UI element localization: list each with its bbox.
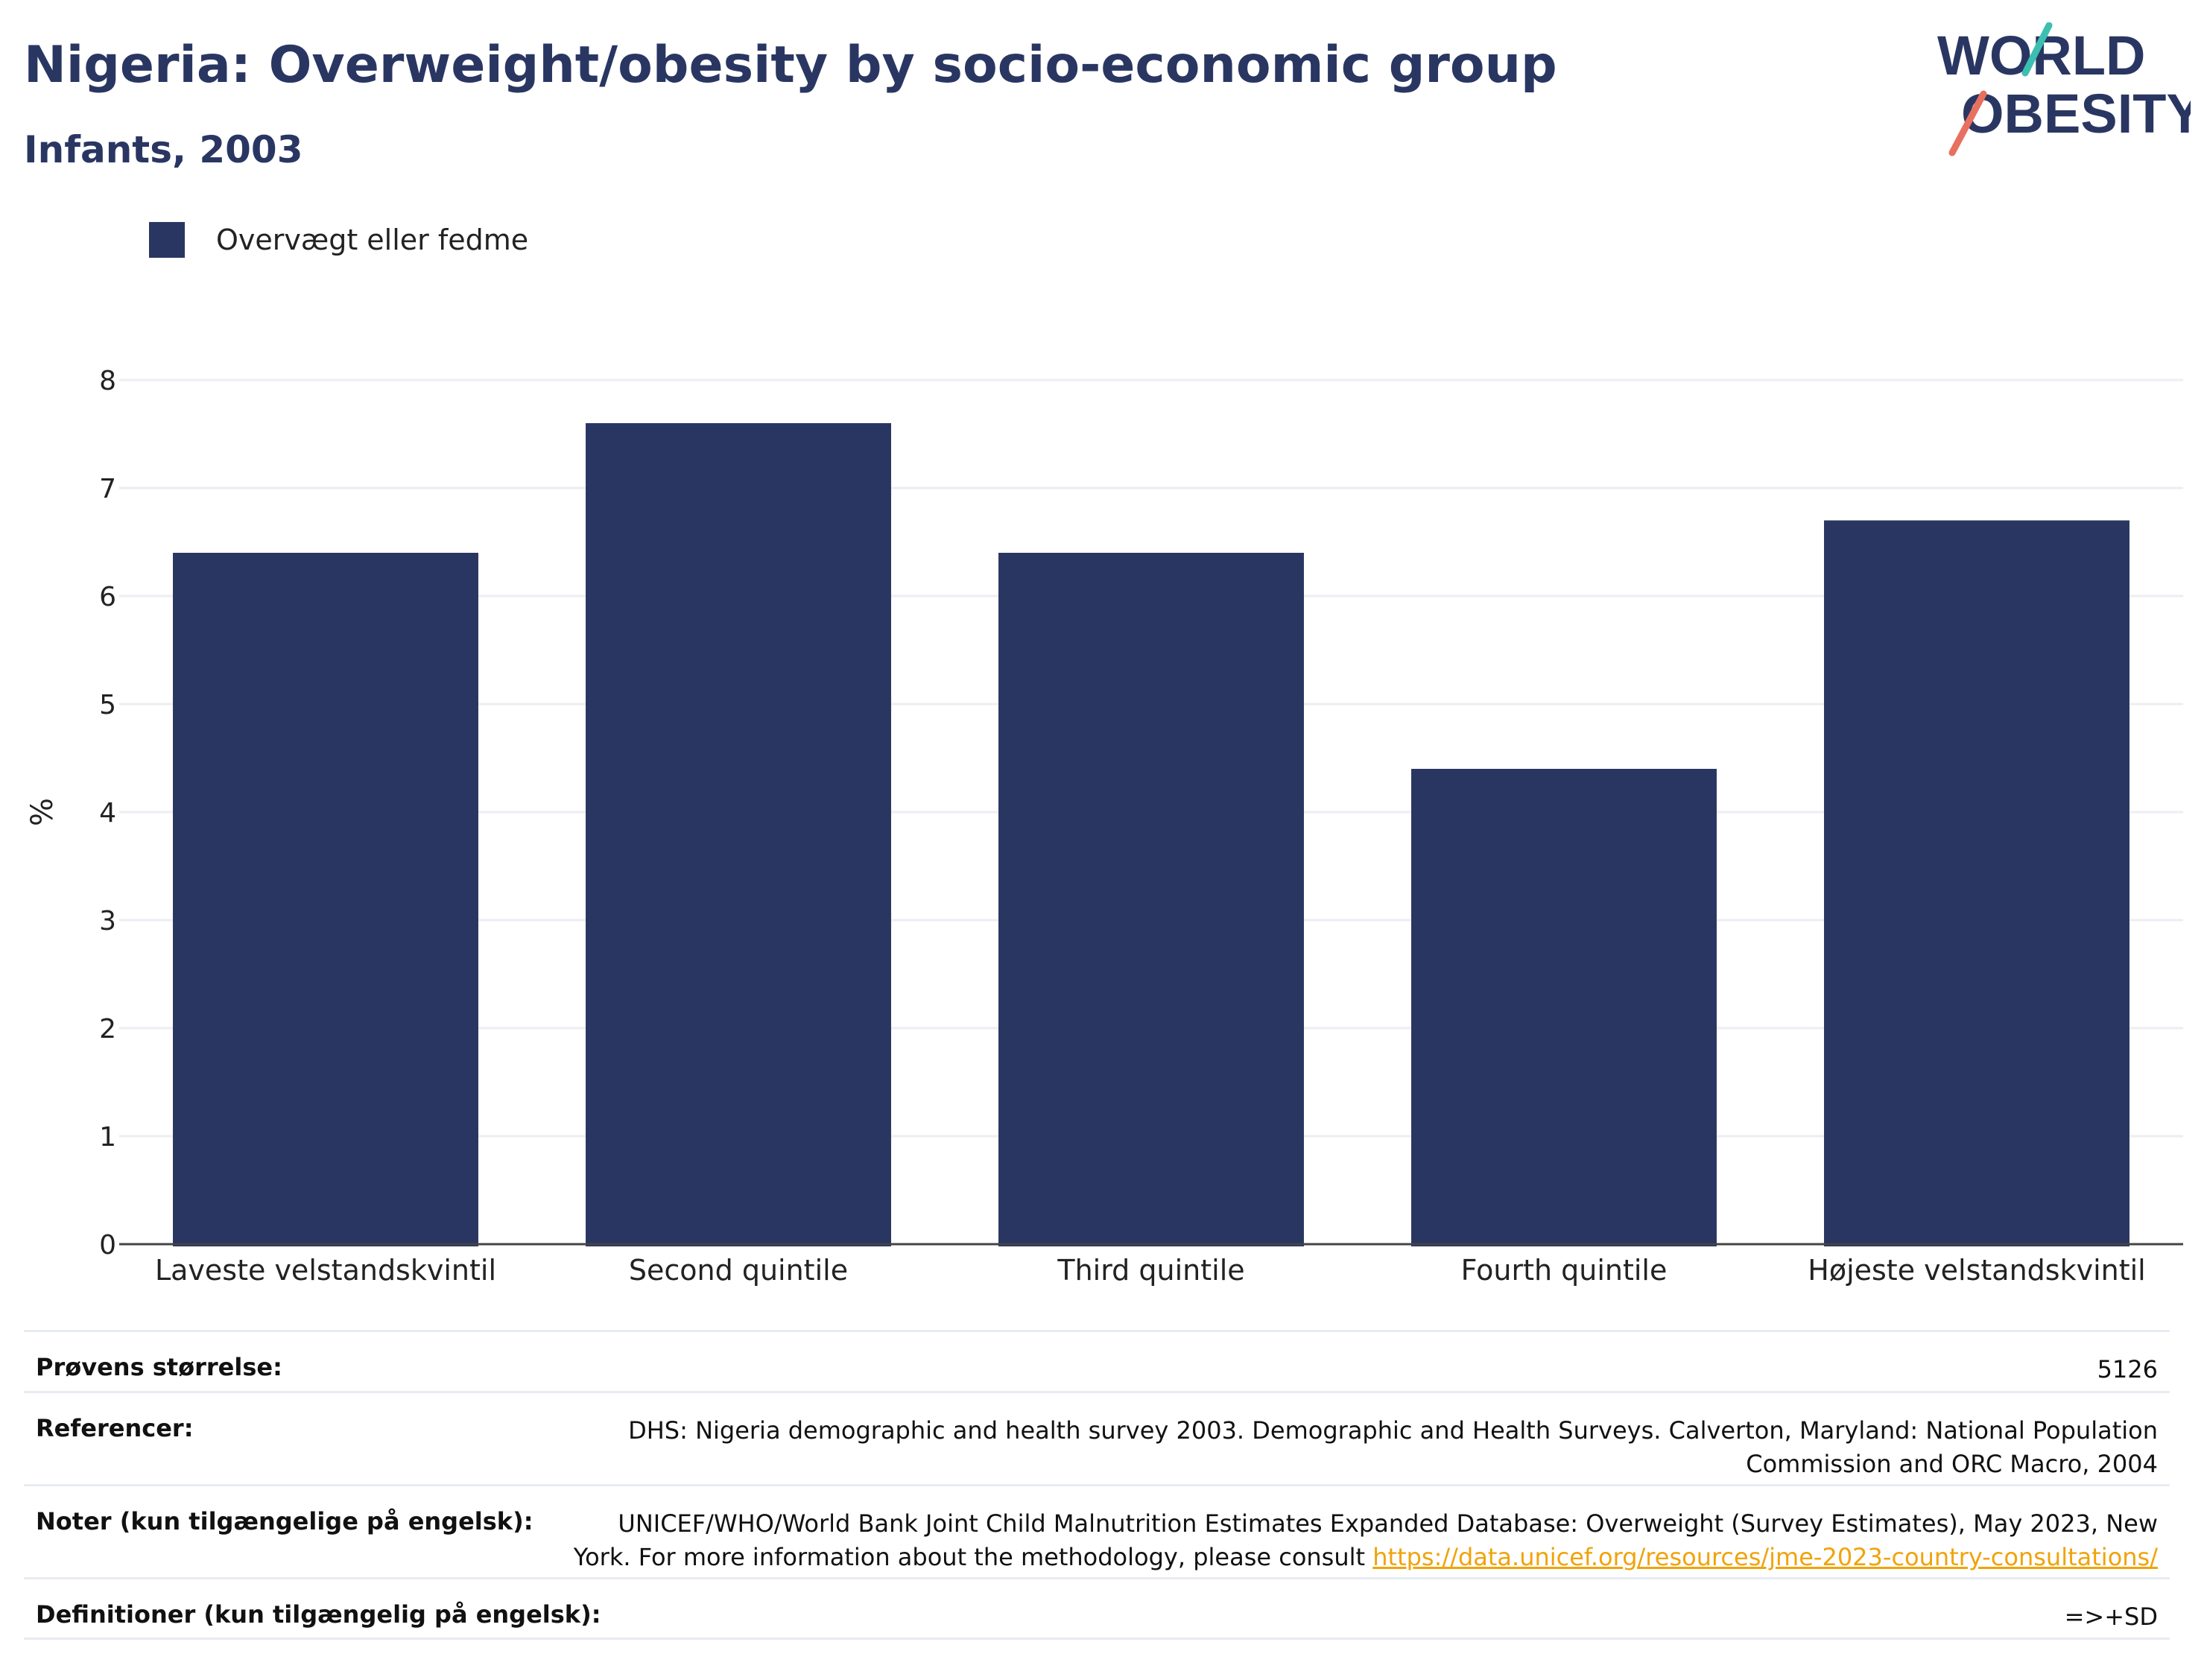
notes-line-1: UNICEF/WHO/World Bank Joint Child Malnut… [618, 1509, 2158, 1538]
x-tick-label-3: Fourth quintile [1461, 1254, 1668, 1287]
notes-label: Noter (kun tilgængelige på engelsk): [36, 1507, 533, 1535]
y-tick-label-4: 4 [99, 798, 116, 828]
y-tick-label-3: 3 [99, 906, 116, 936]
notes-value: UNICEF/WHO/World Bank Joint Child Malnut… [574, 1507, 2158, 1574]
logo-slash-teal [2021, 22, 2053, 77]
methodology-link[interactable]: https://data.unicef.org/resources/jme-20… [1372, 1543, 2158, 1571]
legend-swatch [149, 222, 185, 258]
world-obesity-logo: WORLD OBESITY [1937, 22, 2191, 156]
definitions-label: Definitioner (kun tilgængelig på engelsk… [36, 1600, 601, 1629]
definitions-value: =>+SD [2064, 1603, 2158, 1631]
bar-h-jeste-velstandskvintil [1824, 520, 2129, 1246]
sample-size-row: Prøvens størrelse: 5126 [24, 1330, 2170, 1391]
notes-line-2: York. For more information about the met… [573, 1543, 1373, 1571]
x-tick-label-4: Højeste velstandskvintil [1808, 1254, 2145, 1287]
legend[interactable]: Overvægt eller fedme [149, 221, 528, 259]
legend-label: Overvægt eller fedme [216, 224, 529, 256]
chart-title: Nigeria: Overweight/obesity by socio-eco… [24, 36, 1557, 95]
y-tick-label-6: 6 [99, 582, 116, 612]
bar-laveste-velstandskvintil [173, 553, 478, 1246]
y-tick-label-0: 0 [99, 1230, 116, 1261]
definitions-row: Definitioner (kun tilgængelig på engelsk… [24, 1577, 2170, 1640]
bar-third-quintile [998, 553, 1304, 1246]
x-tick-label-0: Laveste velstandskvintil [155, 1254, 496, 1287]
bar-chart: 0 1 2 3 4 5 6 7 8% Laveste velstandskvintil Second… [25, 366, 2183, 1287]
chart-subtitle: Infants, 2003 [24, 128, 303, 171]
x-tick-label-2: Third quintile [1057, 1254, 1244, 1287]
info-table: Prøvens størrelse: 5126 Referencer: DHS:… [24, 1330, 2170, 1640]
y-axis-title: % [25, 798, 60, 826]
references-value: DHS: Nigeria demographic and health surv… [628, 1414, 2158, 1481]
y-tick-label-7: 7 [99, 474, 116, 504]
logo-obesity-text: OBESITY [1961, 83, 2191, 145]
logo-slash-coral [1948, 90, 1987, 156]
x-tick-label-1: Second quintile [629, 1254, 848, 1287]
references-line-2: Commission and ORC Macro, 2004 [1746, 1450, 2158, 1478]
sample-size-label: Prøvens størrelse: [36, 1353, 282, 1381]
references-row: Referencer: DHS: Nigeria demographic and… [24, 1391, 2170, 1484]
bar-fourth-quintile [1411, 769, 1717, 1246]
sample-size-value: 5126 [2097, 1355, 2158, 1383]
y-tick-label-1: 1 [99, 1122, 116, 1153]
bar-second-quintile [586, 423, 891, 1246]
notes-row: Noter (kun tilgængelige på engelsk): UNI… [24, 1484, 2170, 1577]
y-tick-label-8: 8 [99, 366, 116, 396]
references-line-1: DHS: Nigeria demographic and health surv… [628, 1416, 2158, 1445]
y-tick-label-5: 5 [99, 690, 116, 720]
y-tick-label-2: 2 [99, 1014, 116, 1045]
references-label: Referencer: [36, 1414, 194, 1442]
